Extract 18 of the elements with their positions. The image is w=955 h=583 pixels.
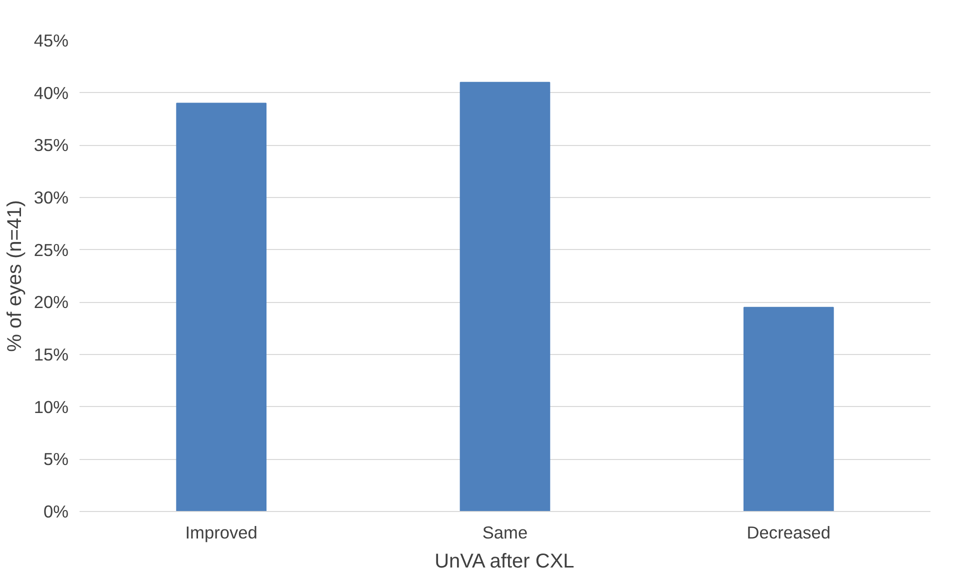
y-tick-label: 30% [34,188,69,208]
y-tick-label: 15% [34,344,69,364]
y-tick-label: 10% [34,396,69,417]
y-tick-label: 35% [34,135,69,156]
x-tick-label: Decreased [746,522,831,542]
y-tick-label: 5% [43,449,68,470]
y-tick-label: 25% [34,240,69,260]
y-axis-title: % of eyes (n=41) [4,200,26,352]
x-tick-label: Same [482,522,528,542]
x-tick-label: Improved [185,522,258,542]
y-tick-label: 40% [34,82,69,103]
x-axis-title: UnVA after CXL [434,550,574,572]
y-tick-label: 45% [34,30,69,50]
bar [460,82,550,512]
y-tick-label: 0% [43,502,68,522]
bar [743,306,834,512]
y-tick-label: 20% [34,292,69,312]
bar [176,102,267,512]
